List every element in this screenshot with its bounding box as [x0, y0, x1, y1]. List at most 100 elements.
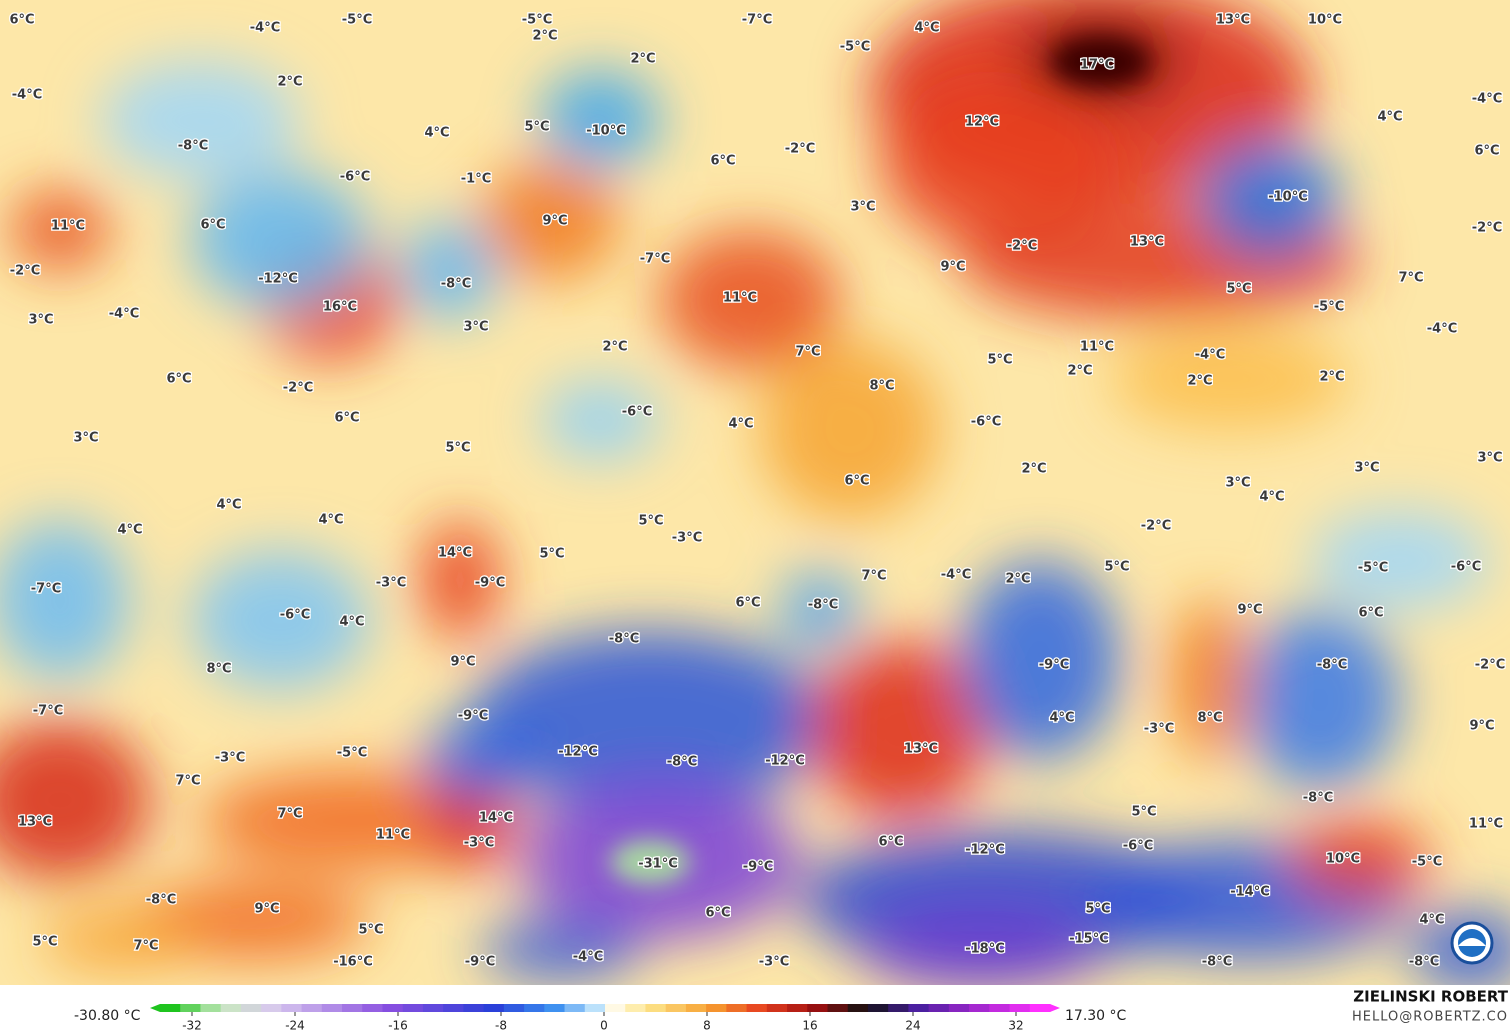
colorbar-end: [1050, 1004, 1060, 1012]
temperature-label: 5°C: [358, 923, 383, 938]
colorbar-cell: [706, 1004, 727, 1012]
temperature-label: -7°C: [640, 252, 670, 267]
anomaly-core: [610, 37, 1150, 884]
temperature-label: -8°C: [1202, 955, 1232, 970]
temperature-label: 5°C: [445, 441, 470, 456]
temperature-label: -7°C: [742, 13, 772, 28]
temperature-label: -6°C: [971, 415, 1001, 430]
temperature-label: -2°C: [1007, 239, 1037, 254]
temperature-label: -6°C: [280, 608, 310, 623]
anomaly-region: [860, 910, 1100, 985]
temperature-label: 5°C: [638, 514, 663, 529]
colorbar-cell: [422, 1004, 444, 1012]
colorbar-cell: [362, 1004, 383, 1012]
temperature-label: 14°C: [479, 811, 513, 826]
map-field: [0, 0, 1510, 985]
temperature-label: 5°C: [1131, 805, 1156, 820]
colorbar-cell: [321, 1004, 343, 1012]
colorbar-cell: [503, 1004, 525, 1012]
temperature-label: -4°C: [1195, 348, 1225, 363]
anomaly-region: [10, 190, 110, 270]
anomaly-region: [1170, 600, 1250, 760]
anomaly-region: [100, 60, 300, 180]
temperature-label: 3°C: [1477, 451, 1502, 466]
temperature-label: -5°C: [337, 746, 367, 761]
temperature-label: 9°C: [940, 260, 965, 275]
anomaly-region: [190, 550, 370, 690]
temperature-label: 11°C: [376, 828, 410, 843]
temperature-label: 2°C: [1319, 370, 1344, 385]
temperature-label: -2°C: [1475, 658, 1505, 673]
colorbar-cell: [847, 1004, 869, 1012]
temperature-label: -4°C: [941, 568, 971, 583]
anomaly-region: [420, 720, 540, 800]
anomaly-region: [470, 630, 830, 810]
temperature-label: -8°C: [1317, 658, 1347, 673]
temperature-label: 6°C: [844, 474, 869, 489]
temperature-label: -2°C: [1141, 519, 1171, 534]
temperature-label: 7°C: [175, 774, 200, 789]
temperature-label: 4°C: [1377, 110, 1402, 125]
temperature-label: -2°C: [283, 381, 313, 396]
temperature-label: -5°C: [342, 13, 372, 28]
temperature-label: 17°C: [1080, 58, 1114, 73]
colorbar-cell: [685, 1004, 707, 1012]
temperature-label: -14°C: [1230, 885, 1270, 900]
temperature-label: 6°C: [200, 218, 225, 233]
temperature-label: 13°C: [1130, 235, 1164, 250]
colorbar-cell: [989, 1004, 1011, 1012]
anomaly-region: [540, 70, 660, 170]
temperature-label: 6°C: [1474, 144, 1499, 159]
temperature-label: 3°C: [463, 320, 488, 335]
temperature-label: -10°C: [586, 124, 626, 139]
colorbar-cell: [665, 1004, 687, 1012]
anomaly-region: [40, 910, 200, 970]
temperature-label: -3°C: [759, 955, 789, 970]
temperature-label: 13°C: [904, 742, 938, 757]
temperature-label: 5°C: [1104, 560, 1129, 575]
temperature-label: -9°C: [458, 709, 488, 724]
temperature-label: -5°C: [1358, 561, 1388, 576]
temperature-label: 9°C: [542, 214, 567, 229]
temperature-label: 14°C: [438, 546, 472, 561]
colorbar-tick-label: -8: [495, 1019, 507, 1033]
temperature-label: -9°C: [743, 860, 773, 875]
temperature-label: -4°C: [1427, 322, 1457, 337]
anomaly-region: [1310, 510, 1490, 610]
temperature-label: -4°C: [250, 21, 280, 36]
colorbar-cell: [382, 1004, 404, 1012]
temperature-label: 6°C: [9, 13, 34, 28]
temperature-label: -7°C: [33, 704, 63, 719]
colorbar-cell: [908, 1004, 930, 1012]
anomaly-core: [1050, 37, 1150, 87]
temperature-label: 4°C: [914, 21, 939, 36]
anomaly-region: [480, 920, 640, 980]
anomaly-core: [610, 840, 690, 884]
temperature-label: -10°C: [1268, 190, 1308, 205]
temperature-label: -5°C: [522, 13, 552, 28]
temperature-label: -5°C: [1412, 855, 1442, 870]
colorbar-tick-label: 8: [703, 1019, 711, 1033]
temperature-label: 4°C: [1049, 711, 1074, 726]
temperature-label: 7°C: [277, 807, 302, 822]
temperature-label: -15°C: [1069, 932, 1109, 947]
temperature-label: 2°C: [277, 75, 302, 90]
temperature-label: 6°C: [1358, 606, 1383, 621]
temperature-label: -12°C: [558, 745, 598, 760]
temperature-label: 13°C: [18, 815, 52, 830]
colorbar: -32 -24 -16 -8 0 8 16 24 32: [150, 1004, 1060, 1033]
colorbar-tick-label: 16: [802, 1019, 817, 1033]
colorbar-cell: [1009, 1004, 1031, 1012]
temperature-label: -6°C: [622, 405, 652, 420]
temperature-label: 11°C: [1080, 340, 1114, 355]
temperature-label: -4°C: [1472, 92, 1502, 107]
anomaly-region: [1200, 140, 1340, 260]
temperature-label: -9°C: [1039, 658, 1069, 673]
anomaly-region: [760, 340, 940, 520]
colorbar-cell: [463, 1004, 485, 1012]
temperature-label: -3°C: [464, 836, 494, 851]
colorbar-end: [150, 1004, 160, 1012]
temperature-label: -8°C: [808, 598, 838, 613]
temperature-label: 6°C: [334, 411, 359, 426]
